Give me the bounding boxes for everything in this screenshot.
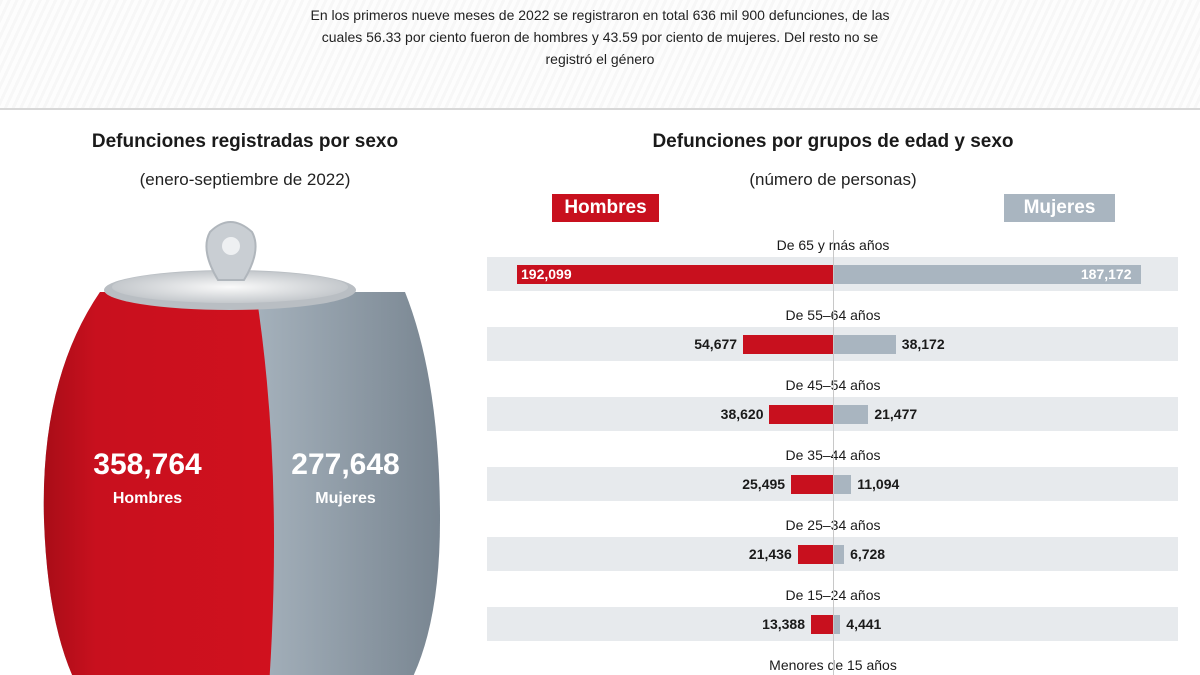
- value-label-hombres: 192,099: [521, 266, 572, 282]
- intro-text: En los primeros nueve meses de 2022 se r…: [310, 7, 890, 67]
- value-label-mujeres: 38,172: [901, 336, 945, 352]
- bar-hombres: [517, 265, 833, 284]
- center-axis: [833, 230, 834, 675]
- value-label-mujeres: 4,441: [846, 616, 882, 632]
- bar-chart-subtitle: (número de personas): [749, 170, 917, 189]
- value-label-hombres: 21,436: [748, 546, 792, 562]
- bar-chart-title: Defunciones por grupos de edad y sexo: [652, 131, 1014, 152]
- bar-hombres: [797, 545, 833, 564]
- intro-banner: En los primeros nueve meses de 2022 se r…: [0, 0, 1200, 110]
- bar-hombres: [769, 405, 833, 424]
- bar-mujeres: [833, 475, 852, 494]
- bar-mujeres: [833, 615, 841, 634]
- value-label-mujeres: 6,728: [850, 546, 886, 562]
- bar-mujeres: [833, 545, 845, 564]
- legend-hombres: Hombres: [552, 194, 659, 222]
- bar-hombres: [810, 615, 833, 634]
- can-chart-title: Defunciones registradas por sexo: [91, 131, 399, 152]
- can-chart-subtitle: (enero-septiembre de 2022): [139, 170, 351, 189]
- legend-mujeres: Mujeres: [1004, 194, 1115, 222]
- value-label-mujeres: 21,477: [874, 406, 918, 422]
- bar-mujeres: [833, 405, 869, 424]
- value-label-hombres: 13,388: [762, 616, 805, 632]
- bar-hombres: [791, 475, 833, 494]
- value-label-mujeres: 187,172: [1080, 266, 1132, 282]
- bar-hombres: [743, 335, 833, 354]
- bar-mujeres: [833, 265, 1141, 284]
- value-label-hombres: 38,620: [720, 406, 764, 422]
- value-label-hombres: 25,495: [742, 476, 786, 492]
- bar-mujeres: [833, 335, 896, 354]
- soda-can-icon: [43, 221, 440, 675]
- mujeres-label: Mujeres: [315, 490, 376, 507]
- value-label-mujeres: 11,094: [857, 476, 900, 492]
- age-group-label: Menores de 15 años: [769, 657, 897, 673]
- mujeres-total: 277,648: [291, 448, 400, 481]
- can-hombres-segment: [43, 292, 274, 675]
- hombres-label: Hombres: [112, 490, 183, 507]
- hombres-total: 358,764: [93, 448, 202, 481]
- value-label-hombres: 54,677: [694, 336, 738, 352]
